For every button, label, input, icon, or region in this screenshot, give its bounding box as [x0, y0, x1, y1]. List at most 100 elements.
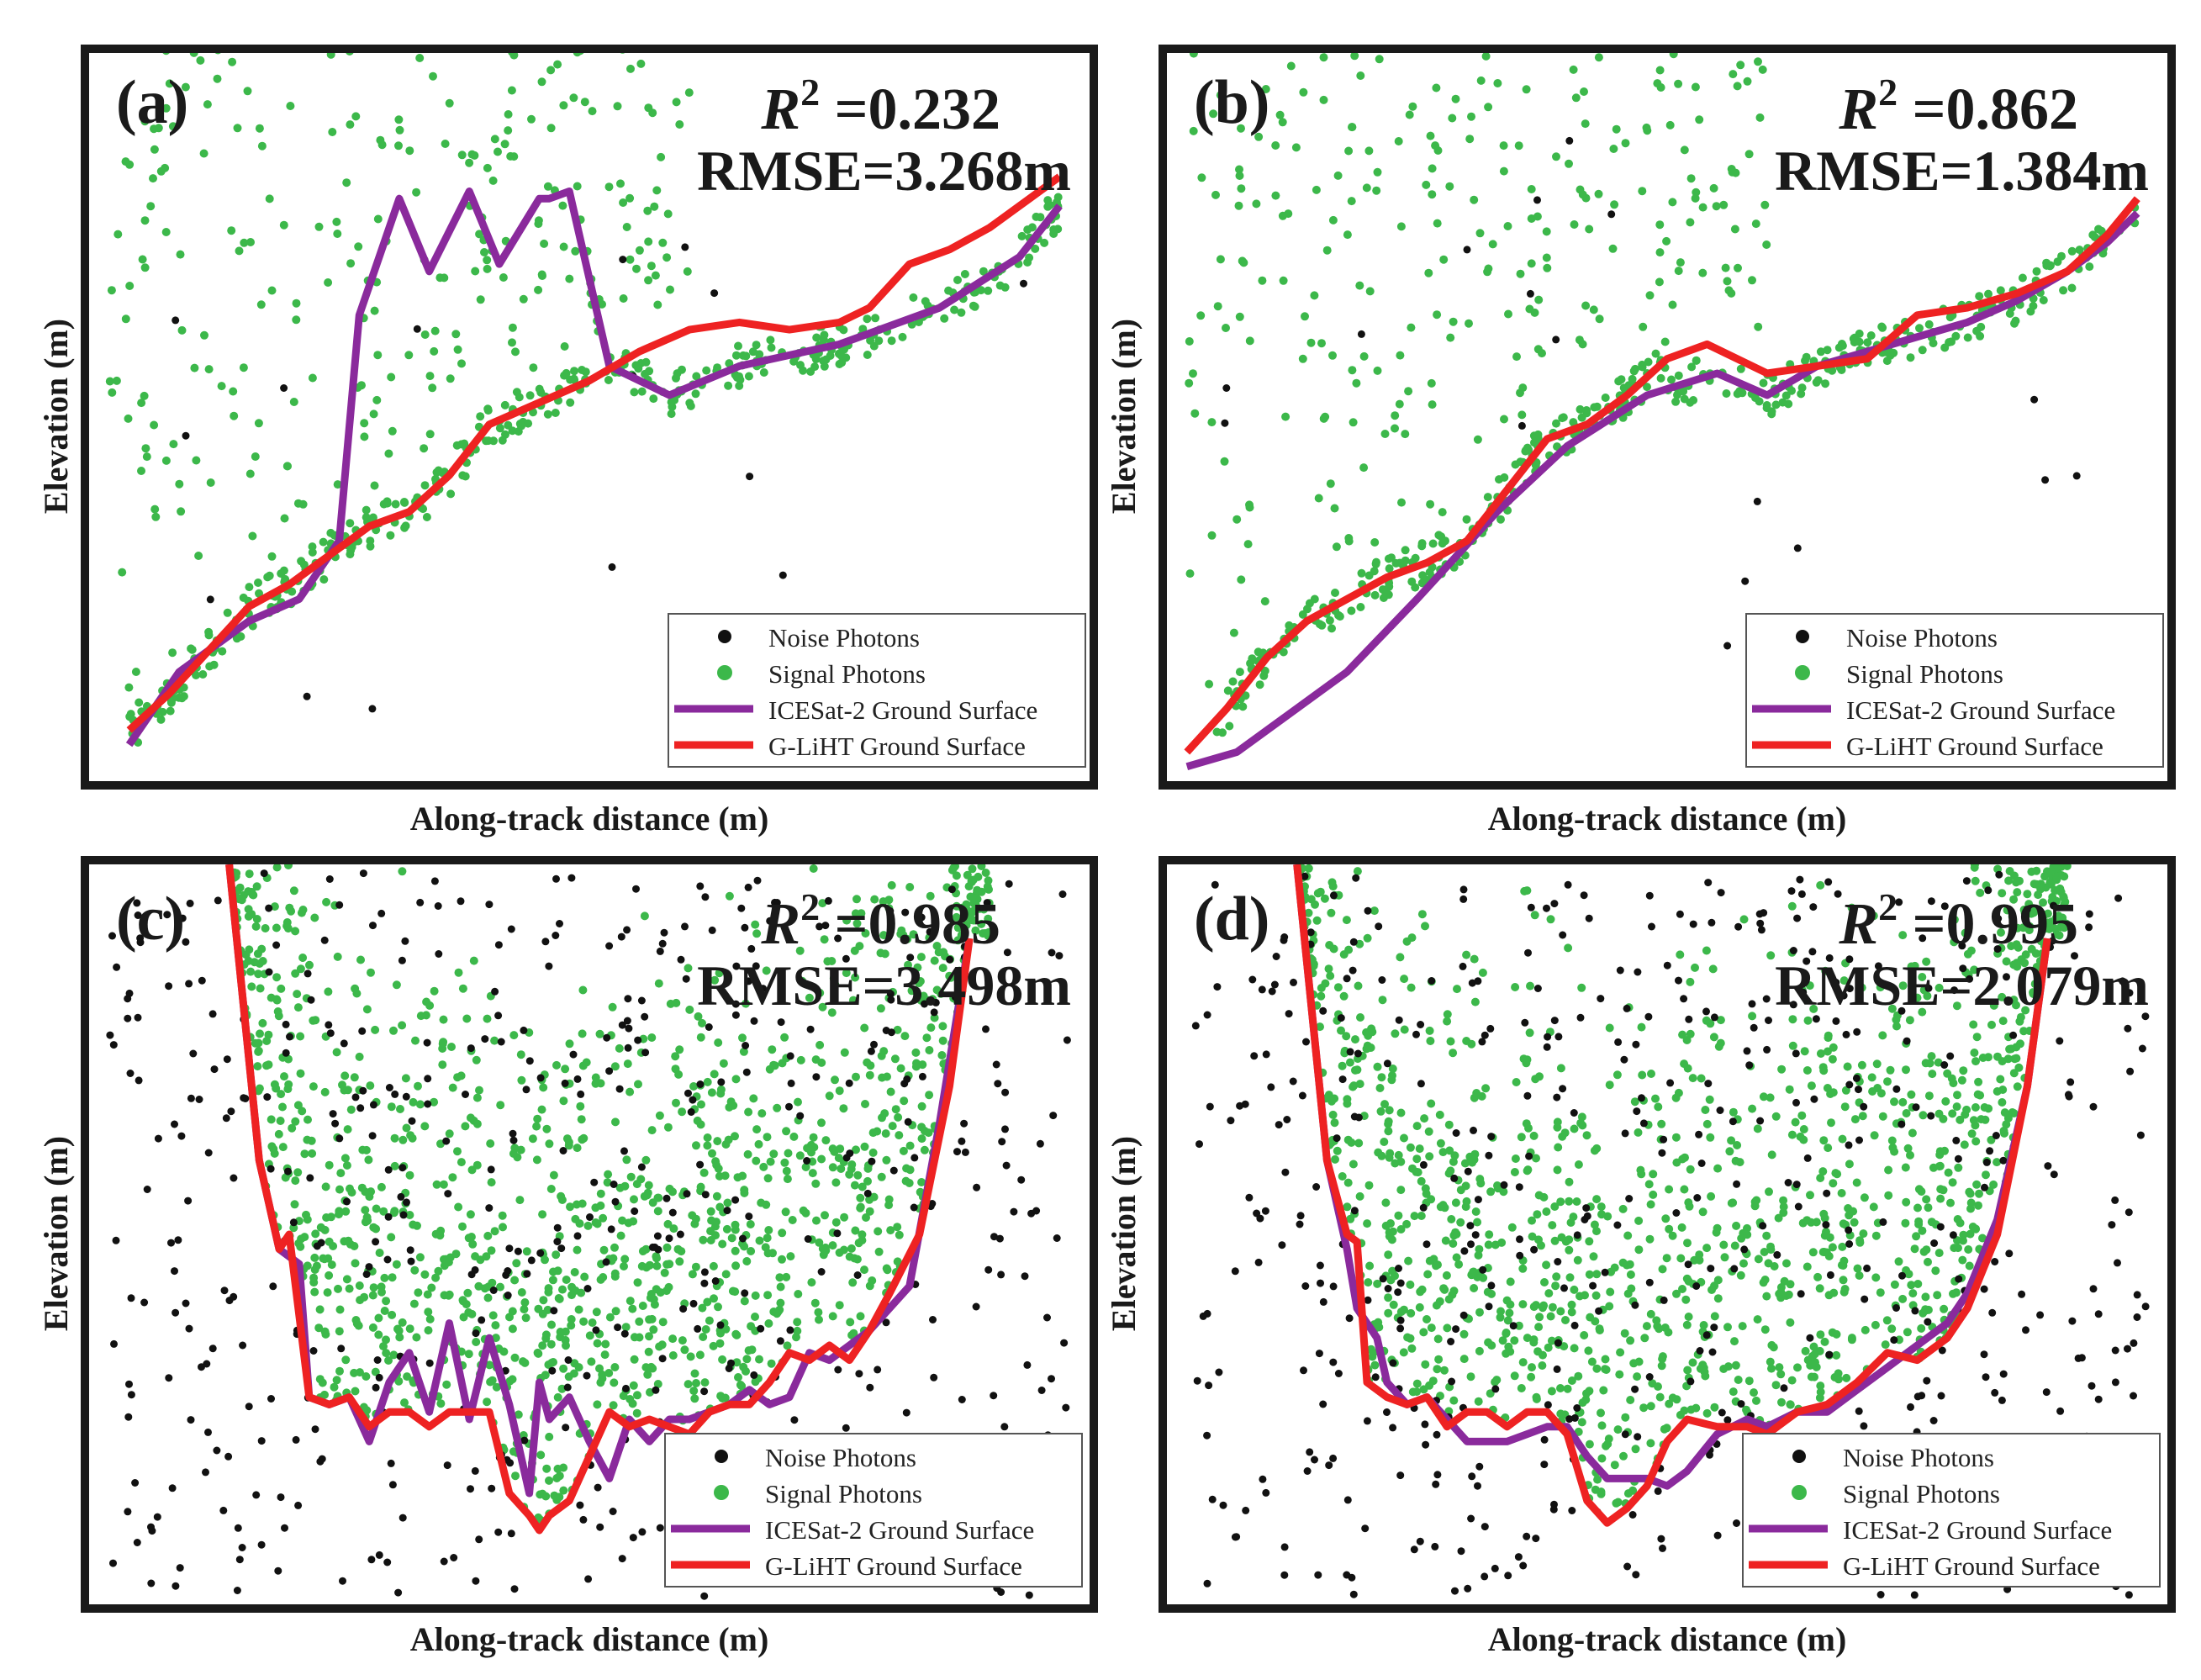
- noise-photon: [1262, 1488, 1270, 1497]
- noise-photon: [384, 1212, 393, 1221]
- signal-photon: [561, 1065, 570, 1074]
- signal-photon: [1389, 1300, 1398, 1309]
- signal-photon: [1543, 263, 1552, 272]
- signal-photon: [1903, 1328, 1912, 1337]
- signal-photon: [1713, 1164, 1723, 1173]
- signal-photon: [394, 1326, 404, 1335]
- signal-photon: [1542, 1260, 1551, 1270]
- signal-photon: [850, 1181, 859, 1190]
- signal-photon: [957, 308, 966, 317]
- legend-gliht-label: G-LiHT Ground Surface: [768, 732, 1026, 761]
- signal-photon: [488, 1311, 498, 1320]
- noise-photon: [1763, 1045, 1771, 1054]
- noise-photon: [359, 869, 367, 878]
- signal-photon: [1774, 1213, 1783, 1223]
- signal-photon: [124, 414, 133, 423]
- signal-photon: [952, 901, 961, 911]
- noise-photon: [1607, 210, 1616, 219]
- signal-photon: [1373, 366, 1382, 375]
- signal-photon: [751, 1291, 760, 1300]
- signal-photon: [267, 552, 277, 561]
- noise-photon: [741, 923, 749, 932]
- signal-photon: [1443, 1323, 1452, 1333]
- signal-photon: [1777, 1397, 1786, 1407]
- signal-photon: [537, 1105, 546, 1114]
- noise-photon: [1794, 1202, 1802, 1211]
- signal-photon: [1706, 1133, 1715, 1142]
- signal-photon: [230, 411, 239, 420]
- signal-photon: [1456, 1218, 1465, 1227]
- signal-photon: [1744, 150, 1754, 159]
- signal-photon: [1486, 1389, 1495, 1398]
- signal-photon: [794, 1290, 803, 1298]
- signal-photon: [556, 1333, 565, 1342]
- signal-photon: [1933, 1291, 1942, 1300]
- signal-photon: [1417, 910, 1427, 919]
- signal-photon: [1364, 146, 1374, 156]
- noise-photon: [1756, 919, 1765, 927]
- signal-photon: [852, 1255, 862, 1264]
- signal-photon: [408, 1133, 417, 1143]
- noise-photon: [882, 1027, 890, 1034]
- signal-photon: [637, 387, 647, 396]
- signal-photon: [190, 363, 199, 372]
- signal-photon: [430, 986, 439, 996]
- signal-photon: [382, 1335, 390, 1345]
- signal-photon: [1843, 1062, 1852, 1071]
- signal-photon: [1722, 389, 1731, 398]
- signal-photon: [1618, 1204, 1628, 1213]
- noise-photon: [1533, 985, 1542, 992]
- signal-photon: [1748, 1104, 1757, 1113]
- noise-photon: [230, 1174, 238, 1182]
- signal-photon: [2020, 959, 2029, 968]
- signal-photon: [1665, 1224, 1674, 1234]
- noise-photon: [1756, 1117, 1765, 1125]
- signal-photon: [1476, 1179, 1486, 1188]
- signal-photon: [390, 1133, 399, 1143]
- noise-photon: [1570, 1413, 1579, 1422]
- signal-photon: [1333, 1146, 1342, 1155]
- signal-photon: [1577, 413, 1586, 422]
- signal-photon: [1355, 281, 1364, 290]
- signal-photon: [533, 1348, 542, 1357]
- noise-photon: [1333, 1134, 1341, 1143]
- noise-photon: [1450, 1174, 1459, 1182]
- noise-photon: [2085, 923, 2093, 932]
- signal-photon: [310, 1265, 319, 1274]
- signal-photon: [840, 1212, 849, 1222]
- noise-photon: [1938, 1346, 1946, 1355]
- noise-photon: [372, 1383, 380, 1392]
- signal-photon: [1424, 268, 1433, 277]
- signal-photon: [1688, 1358, 1697, 1367]
- signal-photon: [1517, 410, 1527, 420]
- signal-photon: [1550, 1202, 1560, 1211]
- signal-photon: [1837, 1260, 1846, 1270]
- noise-photon: [619, 256, 627, 264]
- noise-photon: [1750, 1023, 1758, 1032]
- signal-photon: [1589, 305, 1598, 314]
- noise-photon: [592, 1326, 600, 1334]
- noise-photon: [1708, 1348, 1717, 1356]
- signal-photon: [1260, 666, 1269, 675]
- signal-photon: [1927, 1052, 1936, 1061]
- noise-photon: [1193, 1376, 1201, 1385]
- signal-photon: [868, 1128, 878, 1138]
- signal-photon: [559, 101, 568, 110]
- noise-photon: [525, 1057, 534, 1065]
- signal-photon: [483, 163, 492, 172]
- noise-photon: [223, 1055, 231, 1064]
- signal-photon: [1353, 867, 1362, 876]
- signal-photon: [1560, 1342, 1569, 1351]
- signal-photon: [757, 1109, 767, 1118]
- signal-photon: [1400, 1133, 1408, 1143]
- noise-photon: [413, 325, 421, 333]
- legend-signal-label: Signal Photons: [1843, 1479, 2000, 1508]
- signal-photon: [2029, 904, 2038, 913]
- signal-photon: [2067, 283, 2077, 293]
- signal-photon: [168, 122, 177, 131]
- signal-photon: [763, 1133, 772, 1142]
- noise-photon: [668, 1208, 677, 1217]
- noise-photon: [579, 1515, 588, 1524]
- signal-photon: [1312, 185, 1321, 194]
- signal-photon: [882, 1155, 891, 1165]
